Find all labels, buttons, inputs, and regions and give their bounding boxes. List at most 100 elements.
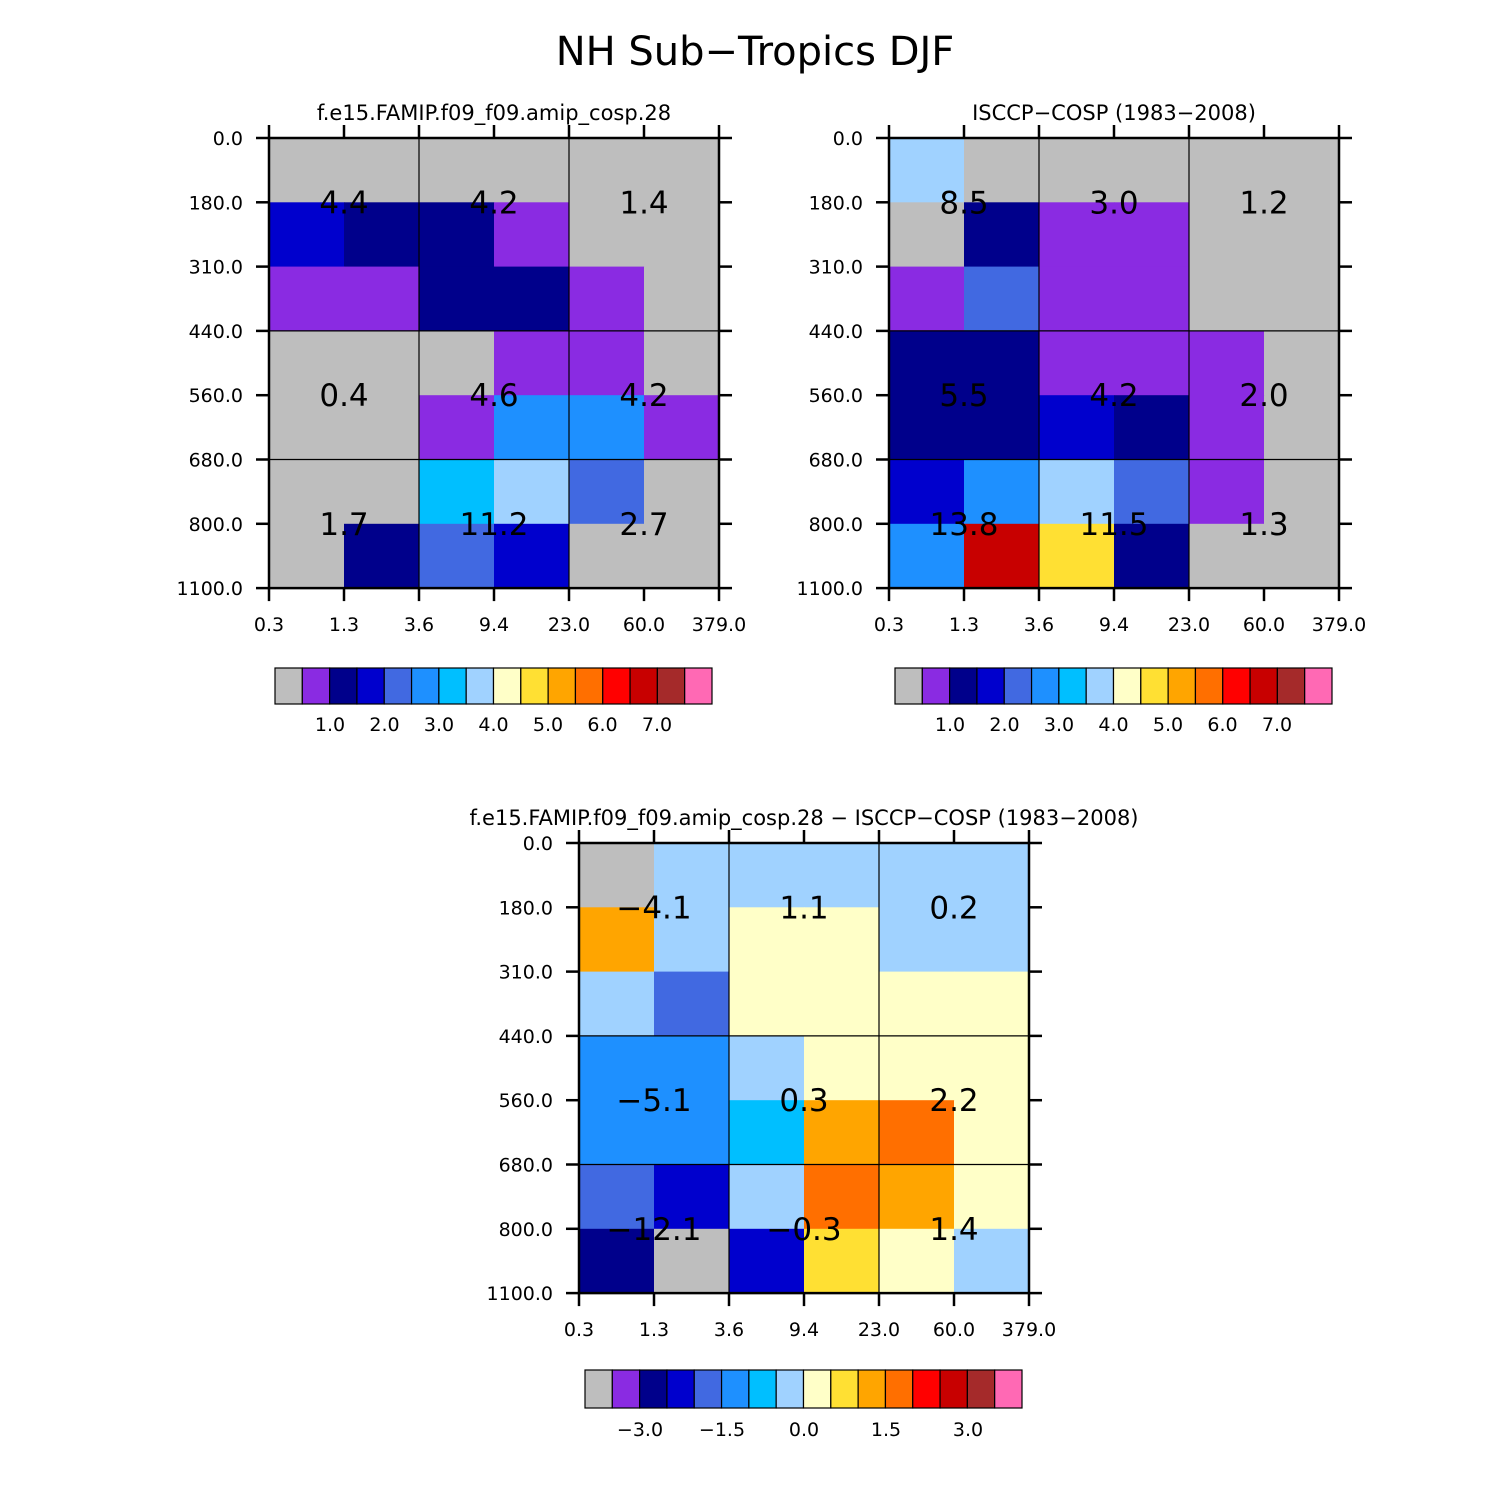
heatmap-cell bbox=[964, 523, 1040, 589]
heatmap-cell bbox=[644, 523, 720, 589]
heatmap-cell bbox=[954, 907, 1030, 973]
heatmap-cell bbox=[729, 1035, 805, 1101]
colorbar-swatch bbox=[611, 1369, 641, 1409]
heatmap-cell bbox=[964, 266, 1040, 332]
heatmap-cell bbox=[1114, 395, 1190, 460]
colorbar-swatch bbox=[1003, 667, 1033, 705]
heatmap-cell bbox=[1189, 138, 1265, 203]
heatmap-cell bbox=[419, 523, 495, 589]
heatmap-cell bbox=[269, 523, 345, 589]
heatmap-cell bbox=[1039, 266, 1115, 332]
colorbar-label: 1.0 bbox=[315, 714, 345, 736]
y-tick-label: 440.0 bbox=[189, 321, 243, 343]
heatmap-cell bbox=[644, 138, 720, 203]
heatmap-cell bbox=[879, 843, 955, 908]
colorbar-swatch bbox=[410, 667, 440, 705]
block-value-label: 13.8 bbox=[929, 507, 998, 543]
colorbar-swatch bbox=[574, 667, 604, 705]
colorbar-swatch bbox=[949, 667, 978, 705]
heatmap-cell bbox=[419, 459, 495, 525]
panel-difference: f.e15.FAMIP.f09_f09.amip_cosp.28 − ISCCP… bbox=[470, 806, 1139, 1441]
block-value-label: 0.3 bbox=[779, 1083, 828, 1119]
heatmap-cell bbox=[269, 330, 345, 396]
colorbar-swatch bbox=[1112, 667, 1142, 705]
x-tick-label: 0.3 bbox=[254, 614, 284, 636]
panel-model: f.e15.FAMIP.f09_f09.amip_cosp.28 0.0 180.0… bbox=[177, 101, 747, 736]
x-tick-label: 379.0 bbox=[692, 614, 746, 636]
x-tick-label: 23.0 bbox=[1168, 614, 1210, 636]
heatmap-cell bbox=[569, 202, 645, 268]
colorbar-swatch bbox=[639, 1369, 668, 1409]
block-value-label: 1.4 bbox=[619, 185, 668, 221]
heatmap-cell bbox=[579, 1035, 655, 1101]
heatmap-cell bbox=[1114, 266, 1190, 332]
heatmap-cell bbox=[729, 843, 805, 908]
x-tick-label: 0.3 bbox=[874, 614, 904, 636]
heatmap-cell bbox=[579, 1228, 655, 1294]
block-value-label: 0.4 bbox=[319, 378, 368, 414]
colorbar-swatch bbox=[1194, 667, 1224, 705]
block-value-label: 11.2 bbox=[459, 507, 528, 543]
y-tick-label: 0.0 bbox=[213, 128, 243, 150]
colorbar-swatch bbox=[1085, 667, 1115, 705]
heatmap-cell bbox=[344, 523, 420, 589]
x-tick-label: 23.0 bbox=[548, 614, 590, 636]
block-value-label: 11.5 bbox=[1079, 507, 1148, 543]
heatmap-cell bbox=[954, 1228, 1030, 1294]
y-tick-label: 180.0 bbox=[499, 897, 553, 919]
colorbar-swatch bbox=[1140, 667, 1169, 705]
x-tick-label: 60.0 bbox=[933, 1319, 975, 1341]
heatmap-cell bbox=[644, 395, 720, 460]
heatmap-cell bbox=[344, 395, 420, 460]
heatmap-cell bbox=[879, 1100, 955, 1165]
y-tick-label: 560.0 bbox=[809, 385, 863, 407]
heatmap-cell bbox=[654, 1100, 730, 1165]
heatmap-cell bbox=[1114, 202, 1190, 268]
heatmap-cell bbox=[654, 1164, 730, 1230]
heatmap-cell bbox=[1264, 523, 1340, 589]
heatmap-cell bbox=[644, 266, 720, 332]
colorbar-swatch bbox=[1276, 667, 1306, 705]
heatmap-cell bbox=[569, 138, 645, 203]
heatmap-cell bbox=[729, 1164, 805, 1230]
heatmap-cell bbox=[954, 1100, 1030, 1165]
heatmap-cell bbox=[1189, 202, 1265, 268]
colorbar-swatch bbox=[748, 1369, 777, 1409]
colorbar-label: 2.0 bbox=[369, 714, 399, 736]
colorbar-label: −1.5 bbox=[699, 1419, 745, 1441]
colorbar-swatch bbox=[602, 667, 631, 705]
colorbar-swatch bbox=[656, 667, 686, 705]
x-tick-label: 379.0 bbox=[1002, 1319, 1056, 1341]
panel-title: f.e15.FAMIP.f09_f09.amip_cosp.28 − ISCCP… bbox=[470, 806, 1139, 831]
y-tick-label: 310.0 bbox=[499, 962, 553, 984]
heatmap-cell bbox=[579, 907, 655, 973]
heatmap-cell bbox=[1264, 330, 1340, 396]
colorbar-swatch bbox=[547, 667, 577, 705]
block-value-label: 4.4 bbox=[319, 185, 368, 221]
colorbar-swatch bbox=[693, 1369, 723, 1409]
heatmap-cell bbox=[954, 1164, 1030, 1230]
colorbar-swatch bbox=[1222, 667, 1251, 705]
colorbar-label: 5.0 bbox=[533, 714, 563, 736]
colorbar-swatch bbox=[976, 667, 1005, 705]
colorbar-swatch bbox=[274, 667, 303, 705]
block-value-label: 5.5 bbox=[939, 378, 988, 414]
heatmap-cell bbox=[1114, 138, 1190, 203]
heatmap-cell bbox=[419, 138, 495, 203]
x-tick-label: 379.0 bbox=[1312, 614, 1366, 636]
colorbar-swatch bbox=[1249, 667, 1278, 705]
heatmap-cell bbox=[964, 395, 1040, 460]
heatmap-cell bbox=[269, 138, 345, 203]
x-tick-label: 60.0 bbox=[1243, 614, 1285, 636]
heatmap-cell bbox=[889, 266, 965, 332]
x-tick-label: 9.4 bbox=[479, 614, 509, 636]
heatmap-cell bbox=[494, 395, 570, 460]
heatmap-cell bbox=[879, 971, 955, 1037]
block-value-label: −4.1 bbox=[616, 890, 691, 926]
heatmap-cell bbox=[654, 1228, 730, 1294]
heatmap-cell bbox=[419, 202, 495, 268]
heatmap-cell bbox=[1114, 330, 1190, 396]
colorbar-swatch bbox=[921, 667, 951, 705]
colorbar-swatch bbox=[684, 667, 713, 705]
colorbar-label: 1.0 bbox=[935, 714, 965, 736]
